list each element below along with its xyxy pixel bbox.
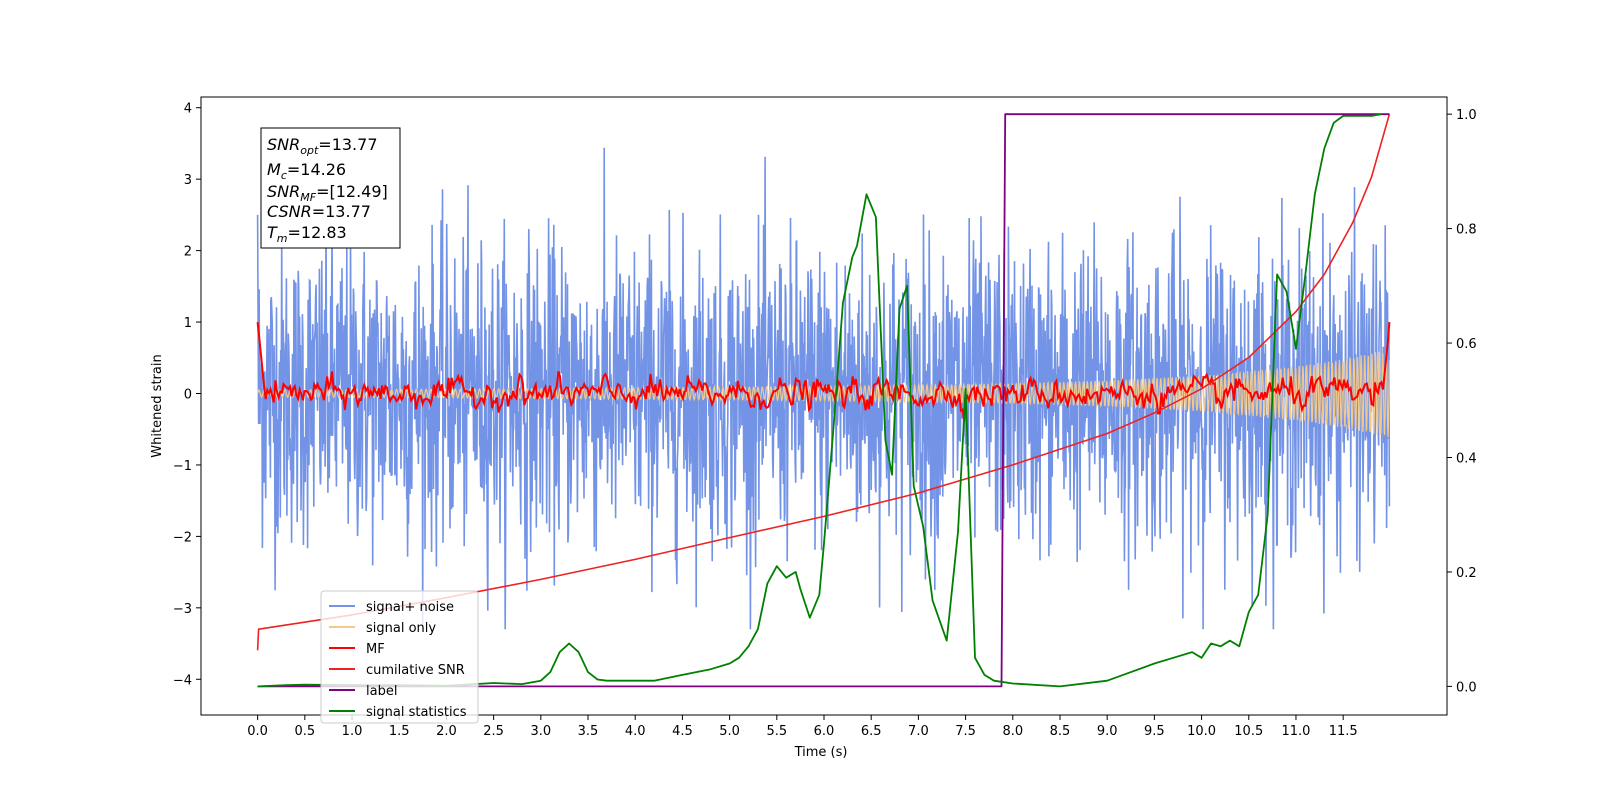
series-label-line: [257, 113, 1390, 688]
y-tick-label: 3: [184, 173, 192, 188]
x-tick-label: 11.0: [1281, 724, 1310, 739]
annotation-csnr: CSNR=13.77: [267, 202, 371, 221]
x-tick-label: 3.5: [578, 724, 599, 739]
x-tick-label: 8.0: [1002, 724, 1023, 739]
x-tick-label: 1.5: [389, 724, 410, 739]
y2-tick-label: 0.4: [1456, 452, 1477, 467]
y2-tick-label: 0.6: [1456, 337, 1477, 352]
y2-tick-label: 1.0: [1456, 108, 1477, 123]
y2-tick-label: 0.8: [1456, 223, 1477, 238]
x-tick-label: 6.0: [814, 724, 835, 739]
legend-frame: [320, 590, 479, 724]
x-tick-label: 4.0: [625, 724, 646, 739]
legend: signal+ noise signal only MF cumilative SNR…: [320, 590, 479, 724]
legend-entry: cumilative SNR: [366, 663, 465, 678]
annotation-snr-opt: SNRopt=13.77: [267, 135, 378, 157]
x-axis-label: Time (s): [794, 745, 848, 760]
x-tick-label: 4.5: [672, 724, 693, 739]
x-tick-label: 2.0: [436, 724, 457, 739]
y-tick-label: −4: [173, 673, 192, 688]
legend-entry: signal+ noise: [366, 600, 454, 615]
x-tick-label: 9.0: [1097, 724, 1118, 739]
x-tick-label: 5.5: [766, 724, 787, 739]
annotation-frame: [260, 127, 401, 249]
legend-entry: signal statistics: [366, 705, 467, 720]
x-tick-label: 0.0: [247, 724, 268, 739]
annotation-box: SNRopt=13.77 Mc=14.26 SNRMF=[12.49] CSNR…: [260, 127, 401, 249]
y-tick-label: 2: [184, 245, 192, 260]
x-tick-label: 3.0: [530, 724, 551, 739]
series-mf-line: [256, 321, 1391, 422]
x-tick-label: 10.0: [1187, 724, 1216, 739]
annotation-mc: Mc=14.26: [267, 160, 346, 182]
x-tick-label: 6.5: [861, 724, 882, 739]
y-tick-label: −1: [173, 459, 192, 474]
y-tick-label: 0: [184, 387, 192, 402]
y-tick-label: 4: [184, 102, 192, 117]
x-tick-label: 10.5: [1234, 724, 1263, 739]
y-axis-left: 4 3 2 1 0 −1 −2 −3 −4: [173, 102, 201, 688]
x-tick-label: 7.5: [955, 724, 976, 739]
y-axis-label: Whitened strain: [150, 354, 165, 457]
x-tick-label: 8.5: [1050, 724, 1071, 739]
x-tick-label: 1.0: [342, 724, 363, 739]
y-tick-label: −2: [173, 530, 192, 545]
annotation-snr-mf: SNRMF=[12.49]: [267, 182, 388, 204]
x-tick-label: 11.5: [1329, 724, 1358, 739]
x-tick-label: 9.5: [1144, 724, 1165, 739]
x-tick-label: 5.0: [719, 724, 740, 739]
x-axis: 0.0 0.5 1.0 1.5 2.0 2.5 3.0 3.5 4.0 4.5 5.0 5.5 6.0 6…: [247, 715, 1358, 739]
legend-entry: label: [366, 684, 397, 699]
y-tick-label: −3: [173, 602, 192, 617]
x-tick-label: 7.0: [908, 724, 929, 739]
x-tick-label: 2.5: [483, 724, 504, 739]
y-tick-label: 1: [184, 316, 192, 331]
legend-entry: signal only: [366, 621, 436, 636]
series-signal-only-line: [257, 350, 1390, 438]
x-tick-label: 0.5: [294, 724, 315, 739]
y2-tick-label: 0.2: [1456, 566, 1477, 581]
y-axis-right: 1.0 0.8 0.6 0.4 0.2 0.0: [1447, 108, 1477, 695]
annotation-tm: Tm=12.83: [267, 223, 347, 245]
series-signal-statistics-line: [257, 113, 1382, 688]
y2-tick-label: 0.0: [1456, 680, 1477, 695]
legend-entry: MF: [366, 642, 385, 657]
